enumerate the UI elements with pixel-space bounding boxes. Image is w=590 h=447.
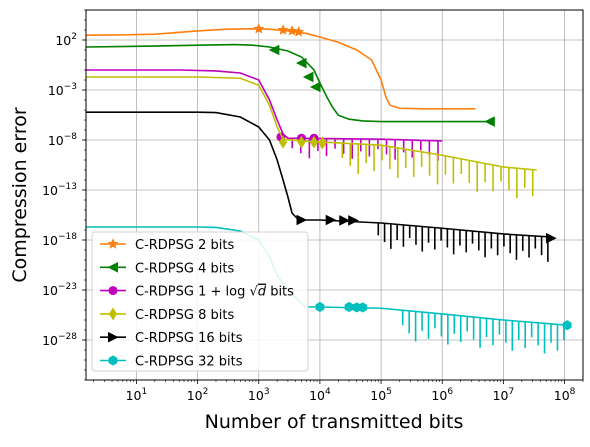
x-tick-label: 103 [248, 387, 270, 403]
data-point [297, 135, 306, 149]
legend-item: C-RDPSG 8 bits [100, 307, 234, 323]
data-point [339, 215, 350, 226]
legend-label: C-RDPSG 2 bits [135, 238, 234, 253]
legend-item: C-RDPSG 16 bits [100, 331, 243, 346]
x-tick-label: 106 [431, 387, 453, 403]
y-tick-label: 10−18 [42, 232, 77, 248]
y-tick-label: 10−23 [42, 282, 77, 298]
legend-item: C-RDPSG 32 bits [100, 355, 243, 370]
data-point [107, 238, 119, 249]
x-tick-label: 102 [187, 387, 209, 403]
data-point [484, 116, 495, 127]
y-axis-label: Compression error [9, 107, 31, 283]
y-tick-label: 10−8 [48, 132, 77, 148]
data-point [562, 320, 572, 331]
data-point [278, 135, 288, 149]
x-tick-label: 107 [493, 387, 515, 403]
data-point [277, 24, 289, 35]
data-point [315, 301, 325, 313]
data-point [348, 215, 359, 226]
data-point [344, 301, 354, 313]
legend-label: C-RDPSG 32 bits [135, 355, 243, 370]
data-point [107, 261, 118, 273]
series-line [86, 28, 476, 110]
legend-label: C-RDPSG 1 + log √d bits [135, 285, 294, 300]
data-point [108, 286, 118, 296]
legend-item: C-RDPSG 4 bits [100, 261, 234, 276]
data-point [295, 57, 307, 69]
series-4 [86, 76, 537, 199]
data-point [268, 44, 280, 56]
series-line [86, 76, 537, 171]
data-point [546, 232, 557, 244]
legend: C-RDPSG 2 bits C-RDPSG 4 bits C-RDPSG 1 + … [91, 231, 309, 372]
x-tick-label: 104 [309, 387, 331, 403]
y-tick-label: 102 [55, 32, 77, 48]
grid [86, 10, 583, 380]
series-line [86, 69, 443, 142]
axis-ticks: 101 102 103 104 105 106 107 108 102 10−3 10−8 10−13… [42, 9, 584, 403]
y-tick-label: 10−3 [48, 82, 77, 98]
data-point [318, 136, 327, 150]
data-point [253, 23, 265, 34]
data-point [286, 25, 298, 36]
data-point [358, 302, 368, 313]
x-axis-label: Number of transmitted bits [205, 411, 464, 433]
legend-label: C-RDPSG 8 bits [135, 308, 234, 323]
data-point [302, 71, 314, 83]
legend-label: C-RDPSG 16 bits [135, 331, 243, 346]
series-5 [86, 111, 557, 262]
data-point [309, 135, 319, 149]
plot-frame [85, 9, 584, 381]
data-point [108, 307, 118, 321]
series-line [86, 43, 490, 123]
x-tick-label: 108 [554, 387, 576, 403]
data-point [325, 214, 337, 226]
series-1 [86, 23, 476, 110]
legend-box [91, 231, 309, 372]
x-tick-label: 101 [126, 387, 148, 403]
legend-item: C-RDPSG 1 + log √d bits [100, 285, 294, 300]
legend-item: C-RDPSG 2 bits [100, 238, 234, 253]
legend-label: C-RDPSG 4 bits [135, 261, 234, 276]
series-2 [86, 43, 495, 127]
x-tick-label: 105 [370, 387, 392, 403]
y-tick-label: 10−28 [42, 332, 77, 348]
data-point [108, 331, 119, 343]
y-tick-label: 10−13 [42, 182, 77, 198]
data-point [296, 214, 308, 226]
data-point [309, 81, 321, 93]
series-line [86, 111, 552, 238]
series-layer [86, 23, 572, 354]
data-point [293, 26, 305, 37]
data-point [108, 355, 118, 366]
